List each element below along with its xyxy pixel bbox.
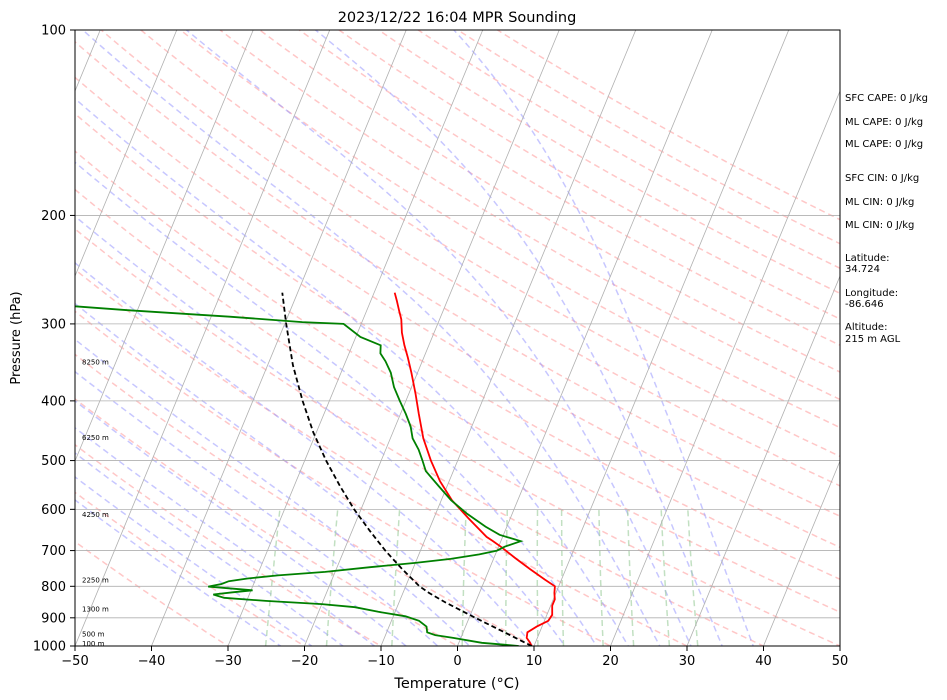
altitude-value: 215 m AGL [845, 334, 901, 345]
x-tick-label: −50 [61, 654, 88, 669]
moist-adiabat-line [75, 399, 408, 646]
x-tick-label: −30 [214, 654, 241, 669]
stat-ml-cin: ML CIN: 0 J/kg [845, 220, 915, 231]
longitude-label: Longitude: [845, 288, 899, 299]
isotherm-line [380, 30, 637, 646]
isotherm-line [533, 30, 790, 646]
y-tick-label: 100 [41, 24, 66, 39]
moist-adiabat-line [81, 30, 661, 646]
height-label: 1300 m [82, 606, 109, 614]
x-tick-label: 0 [453, 654, 461, 669]
moist-adiabat-line [314, 30, 723, 646]
x-tick-label: 20 [602, 654, 619, 669]
moist-adiabat-line [452, 30, 755, 646]
x-tick-label: −10 [367, 654, 394, 669]
moist-adiabat-line [75, 452, 345, 646]
dry-adiabat-line [218, 30, 840, 401]
isotherm-line [457, 30, 713, 646]
isotherm-line [151, 30, 407, 646]
dry-adiabat-line [75, 268, 689, 646]
moist-adiabat-line [75, 97, 630, 646]
dry-adiabat-line [298, 30, 840, 346]
isotherm-line [304, 30, 560, 646]
y-tick-label: 500 [41, 454, 66, 469]
y-axis-label: Pressure (hPa) [9, 291, 24, 384]
isotherm-line [75, 30, 331, 646]
x-tick-label: −20 [291, 654, 318, 669]
y-tick-label: 300 [41, 317, 66, 332]
stat-ml-cape: ML CAPE: 0 J/kg [845, 117, 924, 128]
latitude-value: 34.724 [845, 264, 880, 275]
height-label: 100 m [82, 640, 105, 648]
dry-adiabat-line [75, 540, 230, 646]
stat-sfc-cin: SFC CIN: 0 J/kg [845, 173, 920, 184]
isotherm-line [763, 459, 840, 646]
temperature-profile-line [393, 292, 556, 646]
y-tick-label: 700 [41, 544, 66, 559]
dry-adiabat-line [377, 30, 840, 295]
stat-sfc-cape: SFC CAPE: 0 J/kg [845, 93, 928, 104]
dry-adiabat-line [75, 76, 840, 549]
isotherm-line [610, 89, 840, 646]
isotherm-line [75, 30, 178, 278]
y-tick-label: 1000 [33, 640, 66, 655]
moist-adiabat-line [75, 161, 598, 646]
x-axis-label: Temperature (°C) [393, 676, 519, 692]
altitude-label: Altitude: [845, 322, 888, 333]
chart-title: 2023/12/22 16:04 MPR Sounding [338, 10, 577, 26]
dry-adiabat-line [75, 353, 536, 646]
dry-adiabat-line [100, 30, 840, 487]
height-label: 8250 m [82, 358, 109, 366]
dry-adiabat-line [337, 30, 840, 320]
dry-adiabat-line [75, 491, 306, 646]
isotherm-line [686, 274, 840, 646]
stat-ml-cape: ML CAPE: 0 J/kg [845, 139, 924, 150]
height-label: 2250 m [82, 577, 109, 585]
x-tick-label: 40 [755, 654, 772, 669]
dry-adiabat-line [75, 443, 383, 646]
dry-adiabat-line [179, 30, 840, 429]
x-tick-label: 10 [526, 654, 543, 669]
height-label: 4250 m [82, 511, 109, 519]
dry-adiabat-line [75, 40, 840, 517]
y-tick-label: 400 [41, 394, 66, 409]
dry-adiabat-line [75, 228, 766, 646]
y-tick-label: 600 [41, 503, 66, 518]
moist-adiabat-line [75, 426, 376, 646]
y-tick-label: 800 [41, 580, 66, 595]
moist-adiabat-line [75, 215, 566, 646]
height-label: 500 m [82, 631, 105, 639]
dry-adiabat-line [75, 150, 840, 613]
stat-ml-cin: ML CIN: 0 J/kg [845, 197, 915, 208]
y-tick-label: 200 [41, 209, 66, 224]
moist-adiabat-line [75, 370, 439, 646]
moist-adiabat-line [75, 338, 471, 646]
x-tick-label: 50 [832, 654, 849, 669]
dewpoint-profile-line [75, 305, 524, 646]
x-tick-label: 30 [679, 654, 696, 669]
moist-adiabat-line [185, 30, 692, 646]
latitude-label: Latitude: [845, 253, 890, 264]
height-label: 6250 m [82, 434, 109, 442]
dry-adiabat-line [75, 112, 840, 581]
isotherm-line [227, 30, 484, 646]
parcel-profile-line [281, 292, 533, 646]
x-tick-label: −40 [138, 654, 165, 669]
y-tick-label: 900 [41, 611, 66, 626]
longitude-value: -86.646 [845, 299, 884, 310]
isotherm-line [75, 30, 254, 463]
